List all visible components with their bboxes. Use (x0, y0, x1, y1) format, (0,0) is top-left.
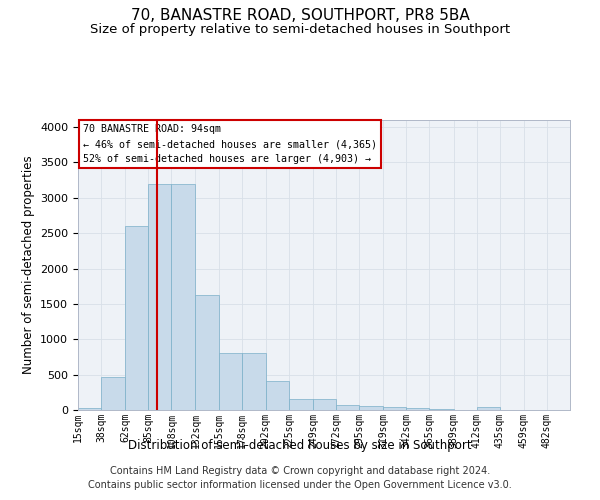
Bar (148, 184, 172, 410)
Bar (476, 407, 500, 410)
Bar (101, 378, 125, 410)
Bar (359, 406, 383, 410)
Text: 70 BANASTRE ROAD: 94sqm
← 46% of semi-detached houses are smaller (4,365)
52% of: 70 BANASTRE ROAD: 94sqm ← 46% of semi-de… (83, 124, 377, 164)
Bar (242, 354, 266, 410)
Bar (383, 407, 406, 410)
Bar (172, 184, 196, 410)
Bar (430, 408, 454, 410)
Bar (78, 408, 101, 410)
Bar (266, 381, 289, 410)
Text: Distribution of semi-detached houses by size in Southport: Distribution of semi-detached houses by … (128, 440, 472, 452)
Text: Size of property relative to semi-detached houses in Southport: Size of property relative to semi-detach… (90, 22, 510, 36)
Bar (289, 398, 313, 410)
Text: 70, BANASTRE ROAD, SOUTHPORT, PR8 5BA: 70, BANASTRE ROAD, SOUTHPORT, PR8 5BA (131, 8, 469, 22)
Bar (125, 226, 148, 410)
Bar (196, 296, 218, 410)
Bar (336, 404, 359, 410)
Y-axis label: Number of semi-detached properties: Number of semi-detached properties (22, 156, 35, 374)
Text: Contains HM Land Registry data © Crown copyright and database right 2024.
Contai: Contains HM Land Registry data © Crown c… (88, 466, 512, 490)
Bar (406, 408, 430, 410)
Bar (218, 354, 242, 410)
Bar (313, 399, 336, 410)
